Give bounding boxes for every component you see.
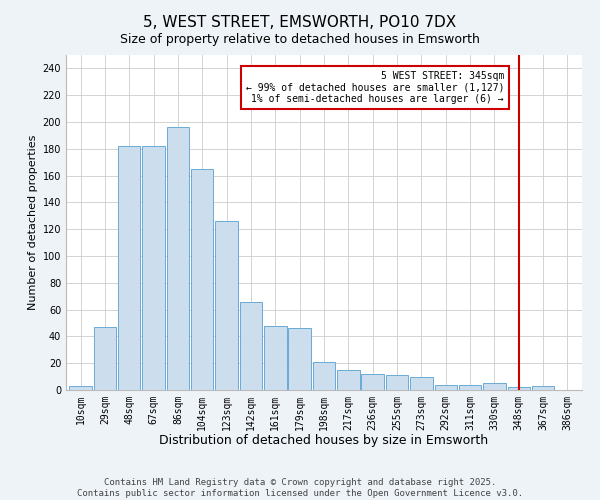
Bar [289, 328, 311, 390]
Bar [361, 374, 384, 390]
Bar [313, 362, 335, 390]
Bar [386, 376, 408, 390]
Text: Size of property relative to detached houses in Emsworth: Size of property relative to detached ho… [120, 32, 480, 46]
Bar [191, 169, 214, 390]
Bar [142, 146, 165, 390]
Bar [434, 384, 457, 390]
Text: Contains HM Land Registry data © Crown copyright and database right 2025.
Contai: Contains HM Land Registry data © Crown c… [77, 478, 523, 498]
Bar [240, 302, 262, 390]
Bar [167, 128, 189, 390]
Bar [410, 376, 433, 390]
Bar [215, 221, 238, 390]
Bar [264, 326, 287, 390]
Bar [459, 384, 481, 390]
Text: 5, WEST STREET, EMSWORTH, PO10 7DX: 5, WEST STREET, EMSWORTH, PO10 7DX [143, 15, 457, 30]
Bar [70, 386, 92, 390]
Y-axis label: Number of detached properties: Number of detached properties [28, 135, 38, 310]
Text: 5 WEST STREET: 345sqm
← 99% of detached houses are smaller (1,127)
1% of semi-de: 5 WEST STREET: 345sqm ← 99% of detached … [245, 71, 504, 104]
Bar [508, 388, 530, 390]
Bar [94, 327, 116, 390]
Bar [483, 384, 506, 390]
Bar [118, 146, 140, 390]
Bar [532, 386, 554, 390]
X-axis label: Distribution of detached houses by size in Emsworth: Distribution of detached houses by size … [160, 434, 488, 448]
Bar [337, 370, 359, 390]
